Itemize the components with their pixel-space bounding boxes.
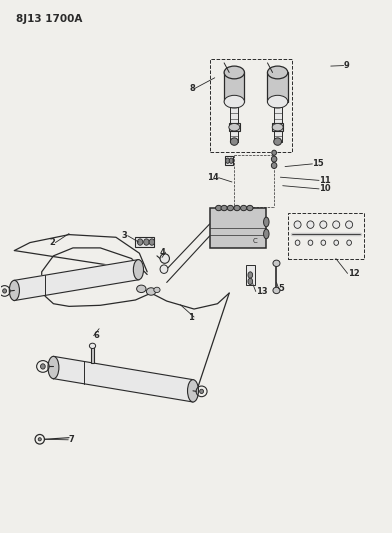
Text: 12: 12 [348,269,359,278]
Text: 9: 9 [344,61,349,70]
Text: 10: 10 [319,184,331,193]
Ellipse shape [307,221,314,228]
Ellipse shape [229,124,240,131]
Bar [274,102,281,142]
Ellipse shape [321,240,326,245]
Bar [225,156,234,165]
Ellipse shape [200,389,203,393]
Ellipse shape [308,240,313,245]
Bar [136,237,154,247]
Ellipse shape [271,156,277,162]
Ellipse shape [38,438,41,441]
Ellipse shape [263,217,269,227]
Polygon shape [15,260,138,301]
Ellipse shape [187,379,198,402]
Ellipse shape [230,138,238,146]
Ellipse shape [160,265,168,273]
Ellipse shape [146,288,156,295]
Ellipse shape [138,239,143,245]
Bar [272,124,283,131]
Text: 14: 14 [207,173,219,182]
Bar [230,102,238,142]
Text: C: C [252,238,257,244]
Ellipse shape [274,138,281,146]
Ellipse shape [333,221,340,228]
Ellipse shape [271,163,277,168]
Text: 8: 8 [189,84,195,93]
Ellipse shape [224,66,245,79]
Ellipse shape [267,95,288,108]
Ellipse shape [267,66,288,79]
Ellipse shape [263,229,269,239]
Text: 11: 11 [319,176,331,185]
Text: 7: 7 [68,435,74,445]
Ellipse shape [234,205,240,211]
Ellipse shape [224,95,245,108]
Bar [288,213,364,259]
Ellipse shape [160,254,169,263]
Ellipse shape [272,124,283,131]
Ellipse shape [216,205,222,211]
Ellipse shape [295,240,300,245]
Ellipse shape [294,221,301,228]
Ellipse shape [248,272,252,278]
Text: 2: 2 [49,238,55,247]
Text: 8J13 1700A: 8J13 1700A [16,14,83,24]
Ellipse shape [248,278,252,285]
Bar [229,124,240,131]
Text: 13: 13 [256,287,267,296]
Bar [210,208,266,248]
Text: 5: 5 [279,284,285,293]
Ellipse shape [3,289,7,293]
Ellipse shape [221,205,227,211]
Ellipse shape [143,239,149,245]
Text: 3: 3 [122,231,128,240]
Text: 15: 15 [312,159,324,168]
Text: 4: 4 [160,248,165,257]
Bar [246,265,254,285]
Polygon shape [53,357,193,402]
Bar [210,59,292,152]
Ellipse shape [9,280,20,301]
Ellipse shape [320,221,327,228]
Ellipse shape [272,150,276,155]
Ellipse shape [273,287,280,294]
Bar [224,72,245,102]
Ellipse shape [133,260,143,280]
Ellipse shape [48,357,59,378]
Ellipse shape [137,285,146,293]
Ellipse shape [226,158,230,164]
Ellipse shape [346,221,353,228]
Ellipse shape [229,158,233,164]
Ellipse shape [89,343,96,349]
Bar [91,346,94,363]
Ellipse shape [149,239,154,245]
Text: 6: 6 [94,331,100,340]
Ellipse shape [154,287,160,293]
Ellipse shape [247,205,253,211]
Ellipse shape [334,240,339,245]
Ellipse shape [273,260,280,266]
Ellipse shape [241,205,247,211]
Ellipse shape [227,205,234,211]
Bar [267,72,288,102]
Text: 1: 1 [188,312,194,321]
Ellipse shape [40,364,45,369]
Ellipse shape [347,240,352,245]
